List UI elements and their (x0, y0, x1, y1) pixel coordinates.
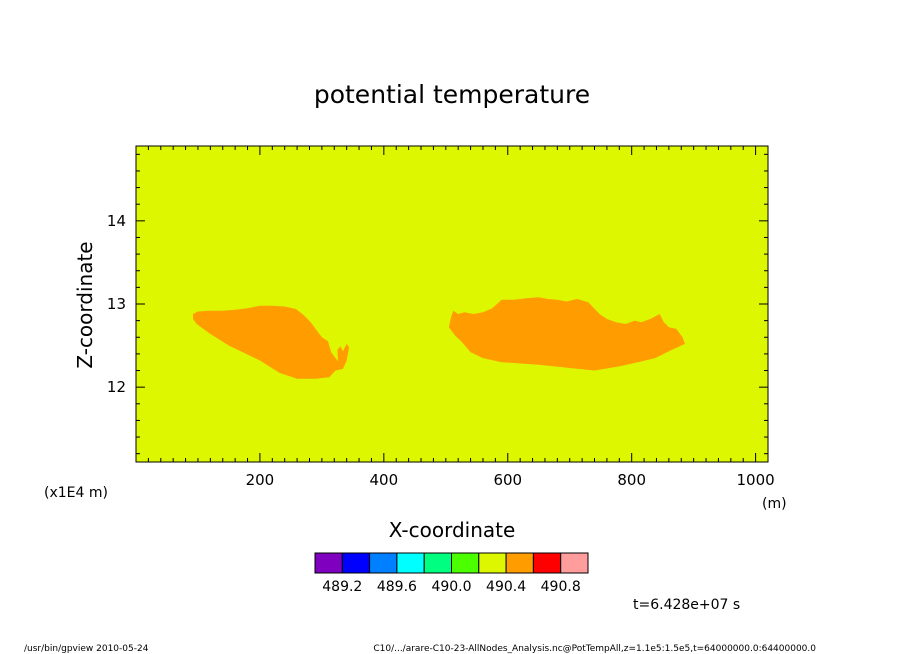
x-tick-label: 1000 (737, 471, 775, 489)
y-tick-label: 12 (107, 378, 126, 396)
x-tick-label: 800 (617, 471, 646, 489)
chart-title: potential temperature (314, 80, 590, 109)
x-units-label: (m) (762, 496, 787, 512)
plot-background (136, 146, 768, 462)
x-tick-label: 600 (493, 471, 522, 489)
anomaly-regions (193, 297, 685, 379)
footer-left: /usr/bin/gpview 2010-05-24 (24, 644, 149, 654)
colorbar-swatch (314, 552, 343, 574)
colorbar-label: 489.6 (377, 579, 417, 595)
y-units-label: (x1E4 m) (44, 485, 108, 501)
colorbar-label: 490.4 (486, 579, 526, 595)
axis-ticks: 200 400 600 800 1000 12 13 14 (107, 146, 775, 489)
y-tick-label: 14 (107, 212, 126, 230)
colorbar-label: 490.0 (431, 579, 471, 595)
colorbar-swatch (369, 552, 398, 574)
x-tick-label: 400 (370, 471, 399, 489)
anomaly-region-2 (448, 297, 685, 371)
y-tick-label: 13 (107, 295, 126, 313)
plot-area: 200 400 600 800 1000 12 13 14 (107, 145, 775, 489)
colorbar: 489.2 489.6 490.0 490.4 490.8 (314, 552, 589, 595)
colorbar-label: 490.8 (541, 579, 581, 595)
colorbar-swatch (341, 552, 371, 574)
anomaly-region-1 (193, 305, 350, 379)
x-tick-label: 200 (246, 471, 275, 489)
colorbar-swatch (423, 552, 453, 574)
colorbar-swatch (451, 552, 480, 574)
footer-right: C10/.../arare-C10-23-AllNodes_Analysis.n… (373, 644, 816, 654)
colorbar-swatch (478, 552, 507, 574)
time-label: t=6.428e+07 s (633, 597, 740, 613)
colorbar-swatch (396, 552, 425, 574)
colorbar-swatch (560, 552, 589, 574)
colorbar-swatch (532, 552, 562, 574)
x-axis-title: X-coordinate (389, 518, 516, 542)
colorbar-swatch (505, 552, 534, 574)
colorbar-label: 489.2 (322, 579, 362, 595)
y-axis-title: Z-coordinate (73, 241, 97, 368)
